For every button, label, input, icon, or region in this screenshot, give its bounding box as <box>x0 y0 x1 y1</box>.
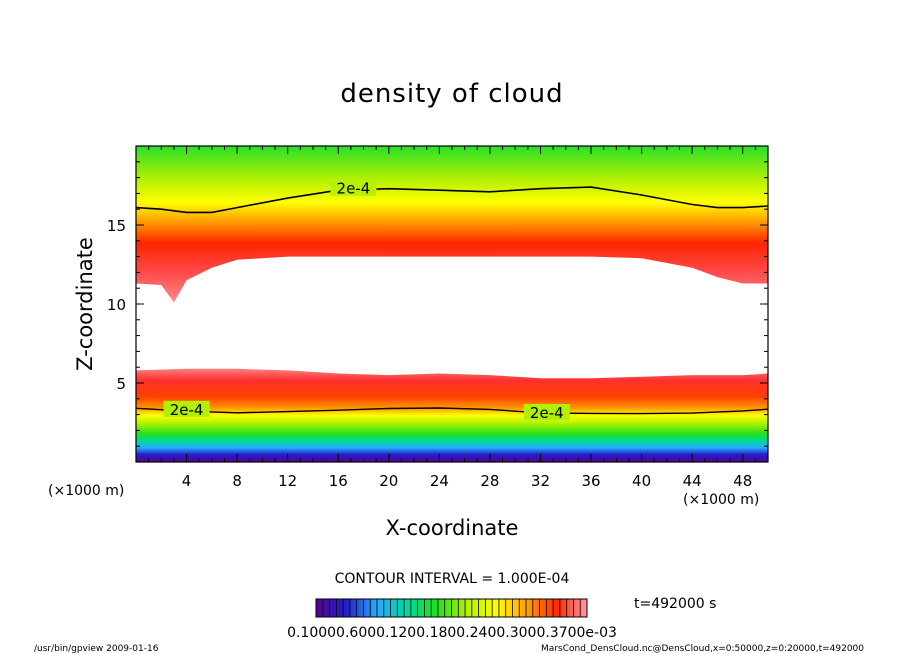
x-tick-label: 44 <box>683 472 702 490</box>
x-tick-label: 8 <box>232 472 242 490</box>
y-axis-ticks: 5 10 15 <box>107 145 768 463</box>
x-tick-label: 12 <box>278 472 297 490</box>
contour-label: 2e-4 <box>530 404 564 422</box>
x-tick-label: 20 <box>379 472 398 490</box>
colorbar-labels: 0.10000.6000.1200.1800.2400.3000.3700e-0… <box>287 625 617 641</box>
y-axis-label: Z-coordinate <box>73 237 97 371</box>
y-tick-label: 10 <box>107 296 126 314</box>
x-tick-label: 24 <box>430 472 449 490</box>
x-tick-label: 36 <box>581 472 600 490</box>
lower-contour-2e-4 <box>136 407 768 415</box>
upper-contour-2e-4 <box>136 186 768 214</box>
x-tick-label: 4 <box>182 472 192 490</box>
contour-labels: 2e-4 2e-4 2e-4 <box>163 179 570 422</box>
colorbar-divisions <box>322 599 581 617</box>
x-tick-label: 40 <box>632 472 651 490</box>
colorbar-frame <box>315 598 588 618</box>
x-tick-label: 16 <box>329 472 348 490</box>
contour-label: 2e-4 <box>337 180 371 198</box>
x-unit-label-right: (×1000 m) <box>683 492 759 508</box>
lower-cloud-region <box>136 368 768 462</box>
x-tick-label: 28 <box>480 472 499 490</box>
x-axis-ticks: 4 8 12 16 20 24 28 32 36 40 44 48 <box>135 146 769 490</box>
contour-label-bg <box>330 179 377 196</box>
footer-right: MarsCond_DensCloud.nc@DensCloud,x=0:5000… <box>541 644 864 654</box>
x-tick-label: 32 <box>531 472 550 490</box>
contour-interval-label: CONTOUR INTERVAL = 1.000E-04 <box>335 571 570 587</box>
x-axis-label: X-coordinate <box>386 516 519 540</box>
chart-title: density of cloud <box>340 79 563 109</box>
contour-label-bg <box>523 404 570 421</box>
upper-cloud-region <box>136 146 768 303</box>
x-unit-label-left: (×1000 m) <box>48 483 124 499</box>
contour-label-bg <box>163 400 210 417</box>
x-tick-label: 48 <box>733 472 752 490</box>
contour-label: 2e-4 <box>170 401 204 419</box>
plot-area: 2e-4 2e-4 2e-4 <box>136 146 768 462</box>
time-label: t=492000 s <box>634 596 716 612</box>
y-tick-label: 15 <box>107 217 126 235</box>
footer-left: /usr/bin/gpview 2009-01-16 <box>34 644 159 654</box>
y-tick-label: 5 <box>116 375 126 393</box>
